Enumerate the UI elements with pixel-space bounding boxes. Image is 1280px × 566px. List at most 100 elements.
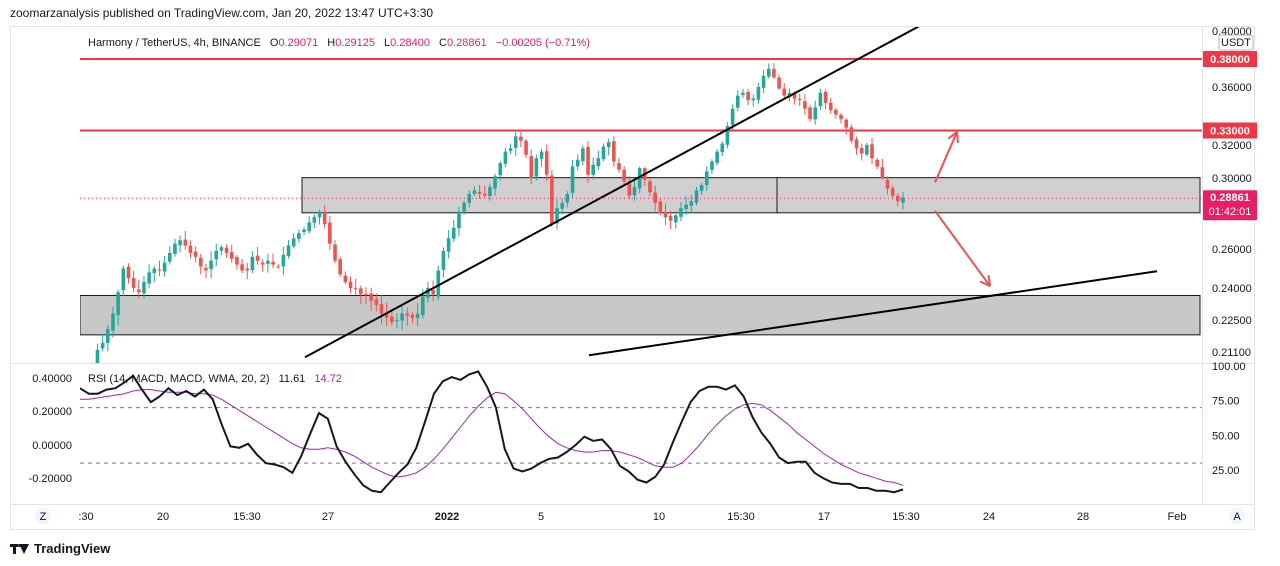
candle-body <box>560 202 565 209</box>
candle-body <box>317 211 322 218</box>
candle-body <box>235 256 239 265</box>
price-axis-tick: 0.24000 <box>1212 283 1252 295</box>
candle-body <box>704 171 709 186</box>
candle-body <box>751 98 756 101</box>
candle-body <box>183 239 188 246</box>
auto-scale-button[interactable] <box>1229 508 1245 524</box>
candle-body <box>106 329 110 343</box>
candle-body <box>493 176 497 189</box>
up-arrow-head <box>956 131 959 143</box>
price-axis-tick: 0.26000 <box>1212 244 1252 256</box>
candle-body <box>715 151 719 163</box>
rsi-axis-tick: 75.00 <box>1212 396 1240 408</box>
support-resistance-zone <box>80 294 1201 336</box>
candle-body <box>679 208 683 217</box>
candle-body <box>648 181 652 193</box>
candle-body <box>276 266 281 268</box>
candle-body <box>653 192 657 203</box>
candle-body <box>198 257 203 267</box>
candle-body <box>524 140 528 155</box>
rsi-legend-name: RSI (14, MACD, MACD, WMA, 20, 2) <box>88 373 270 385</box>
candle-body <box>100 342 105 349</box>
candle-body <box>777 77 781 89</box>
candle-body <box>297 233 301 239</box>
candle-body <box>596 158 601 167</box>
candle-body <box>147 272 151 284</box>
legend-high-label: H <box>327 37 335 49</box>
rsi-legend-ma-value: 14.72 <box>314 373 342 385</box>
currency-badge[interactable] <box>1218 34 1254 51</box>
candle-body <box>772 68 776 78</box>
candle-body <box>808 107 812 119</box>
candle-body <box>250 256 255 271</box>
legend-low: 0.28400 <box>390 37 430 49</box>
legend-close: 0.28861 <box>447 37 487 49</box>
candle-body <box>875 159 879 167</box>
time-axis-tick: 5 <box>538 511 544 523</box>
candle-body <box>668 216 673 221</box>
down-arrow <box>934 210 991 287</box>
candle-body <box>343 275 348 283</box>
rsi-axis[interactable]: 100.00 75.00 50.00 25.00 <box>1212 361 1246 477</box>
candle-countdown: 01:42:01 <box>1209 206 1252 218</box>
candle-body <box>302 229 306 232</box>
candle-body <box>844 119 849 128</box>
price-pane[interactable] <box>80 13 1202 392</box>
candle-body <box>173 243 177 254</box>
price-axis[interactable]: 0.400000.360000.320000.300000.260000.240… <box>1212 26 1252 359</box>
candle-body <box>581 148 585 162</box>
candle-body <box>565 193 570 203</box>
zoom-button[interactable] <box>35 508 51 524</box>
candle-body <box>699 185 704 192</box>
candle-body <box>513 136 518 148</box>
candle-body <box>761 75 766 88</box>
candle-body <box>756 87 761 100</box>
candle-body <box>157 269 162 271</box>
candle-body <box>338 259 342 275</box>
down-arrow-head <box>987 275 991 287</box>
level-badge-label: 0.38000 <box>1210 54 1250 66</box>
candle-body <box>348 281 353 288</box>
last-price-badge <box>1203 190 1257 221</box>
candle-body <box>379 304 384 314</box>
candle-body <box>178 240 182 246</box>
candle-body <box>374 299 379 306</box>
rsi-left-axis-tick: -0.20000 <box>29 473 72 485</box>
candle-body <box>746 91 750 101</box>
time-axis-tick: 10 <box>653 511 665 523</box>
candle-body <box>694 190 699 203</box>
candle-body <box>498 163 503 176</box>
candle-body <box>116 292 120 315</box>
candle-body <box>359 288 363 295</box>
rsi-pane[interactable] <box>80 370 1202 494</box>
candle-body <box>766 68 771 77</box>
candle-body <box>415 313 420 319</box>
candle-body <box>307 222 311 232</box>
candle-body <box>710 161 714 170</box>
time-axis[interactable]: :30 20 15:30 27 2022 5 10 15:30 17 15:30 24 28 Feb <box>78 511 1186 523</box>
price-axis-tick: 0.21100 <box>1212 347 1251 359</box>
candle-body <box>405 313 410 316</box>
time-axis-tick: 15:30 <box>727 511 755 523</box>
candle-body <box>111 313 115 331</box>
up-arrow-head <box>947 131 958 140</box>
level-badge-label: 0.33000 <box>1210 126 1250 138</box>
candle-body <box>364 293 368 295</box>
rsi-left-axis-tick: 0.00000 <box>32 440 72 452</box>
lower-rising-trendline <box>588 270 1158 357</box>
rsi-legend: RSI (14, MACD, MACD, WMA, 20, 2) 11.61 1… <box>88 373 342 385</box>
candle-body <box>839 114 843 119</box>
rsi-left-axis-tick: 0.40000 <box>32 373 72 385</box>
candle-body <box>550 175 554 225</box>
candle-body <box>333 244 337 261</box>
candle-body <box>674 215 678 223</box>
zoom-button-label: Z <box>40 511 47 523</box>
candle-body <box>214 250 219 260</box>
candle-body <box>142 282 146 294</box>
candle-body <box>281 254 286 267</box>
footer-brand[interactable]: TradingView <box>10 541 110 556</box>
candle-body <box>136 289 141 293</box>
candle-body <box>80 379 84 384</box>
time-axis-tick: 20 <box>157 511 169 523</box>
